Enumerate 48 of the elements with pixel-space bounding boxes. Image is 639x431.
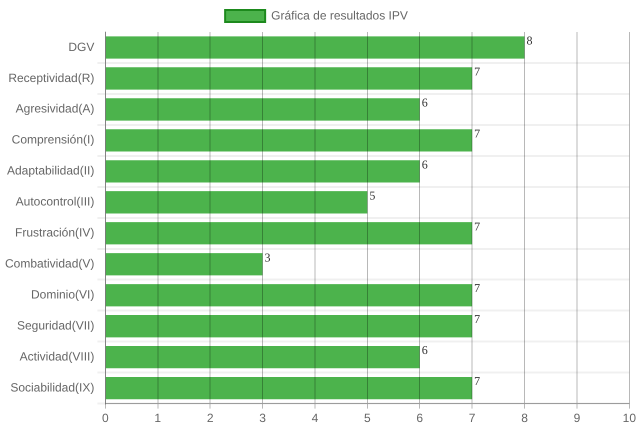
data-label: 5: [369, 188, 376, 202]
bar: [106, 376, 472, 400]
y-tick-label: DGV: [68, 40, 94, 54]
data-label: 6: [422, 95, 428, 110]
x-tick-label: 0: [102, 411, 110, 426]
y-tick-label: Seguridad(VII): [16, 318, 94, 332]
bar: [106, 222, 472, 244]
bar: [106, 191, 368, 214]
x-tick-label: 2: [206, 411, 214, 426]
y-tick-label: Combatividad(V): [4, 256, 94, 271]
x-tick-label: 7: [468, 411, 476, 426]
data-label: 6: [422, 157, 428, 172]
data-label: 3: [264, 250, 271, 264]
data-label: 7: [474, 281, 480, 296]
data-label: 7: [474, 374, 480, 388]
bar: [106, 284, 472, 306]
y-tick-label: Adaptabilidad(II): [6, 164, 94, 178]
x-tick-label: 5: [364, 411, 372, 426]
y-tick-label: Frustración(IV): [15, 226, 94, 240]
data-label: 7: [474, 64, 480, 78]
y-tick-label: Actividad(VIII): [20, 349, 94, 364]
data-label: 7: [474, 219, 480, 234]
data-label: 8: [526, 33, 533, 48]
x-tick-label: 1: [154, 411, 162, 426]
x-tick-label: 6: [416, 411, 424, 426]
legend-label: Gráfica de resultados IPV: [271, 8, 408, 22]
y-tick-label: Receptividad(R): [8, 70, 94, 85]
x-tick-label: 4: [312, 411, 319, 426]
x-tick-label: 3: [259, 411, 266, 426]
bar: [106, 253, 263, 276]
y-tick-label: Sociabilidad(IX): [10, 380, 94, 394]
y-tick-label: Agresividad(A): [16, 102, 94, 116]
y-tick-label: Autocontrol(III): [16, 194, 94, 209]
x-tick-label: 9: [574, 411, 581, 426]
data-label: 7: [474, 126, 480, 140]
x-tick-label: 10: [622, 411, 636, 426]
x-tick-label: 8: [521, 411, 528, 426]
bar: [106, 129, 472, 152]
y-tick-label: Comprensión(I): [12, 132, 94, 147]
bar: [106, 160, 420, 182]
y-tick-label: Dominio(VI): [31, 288, 94, 302]
bar: [106, 346, 420, 368]
data-label: 6: [422, 343, 428, 358]
bar: [106, 315, 472, 338]
bar: [106, 98, 420, 121]
data-label: 7: [474, 312, 480, 326]
bar: [106, 36, 525, 59]
bar: [106, 67, 472, 90]
